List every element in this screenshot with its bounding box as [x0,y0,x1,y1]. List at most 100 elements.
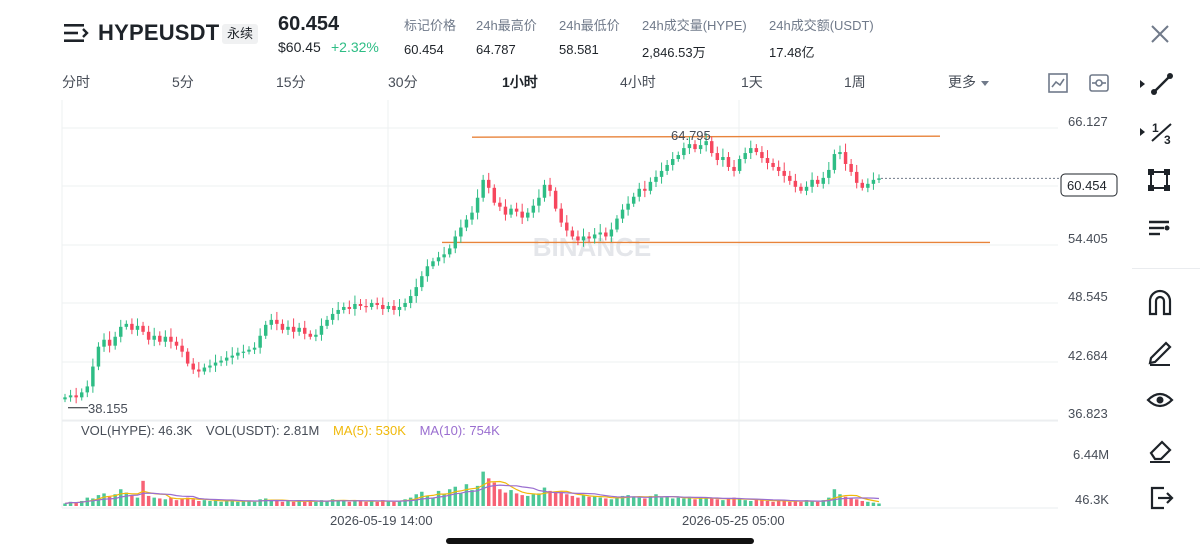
tab-more[interactable]: 更多 [948,72,989,92]
pencil-icon[interactable] [1140,333,1180,369]
candle-body [464,219,469,228]
volume-bar [74,502,78,506]
candle-body [509,208,513,215]
candle-body [252,347,257,350]
candle-body [760,152,764,159]
shape-icon[interactable] [1140,162,1180,198]
candle-body [280,323,285,330]
candle-body [503,206,508,215]
candle-body [208,365,212,368]
candle-body [152,335,156,340]
price-tick: 36.823 [1068,406,1108,421]
volume-bar [860,500,865,506]
volume-bar [620,495,625,506]
candle-body [481,179,485,198]
symbol-name[interactable]: HYPEUSDT [98,20,220,45]
stat-label: 24h最高价 [476,18,537,33]
volume-bar [804,500,809,506]
volume-indicator-legend[interactable]: VOL(HYPE): 46.3K VOL(USDT): 2.81M MA(5):… [81,423,510,438]
tab-1d[interactable]: 1天 [741,74,763,90]
candle-body [486,179,491,188]
volume-bar [369,500,374,506]
candle-body [247,349,251,352]
tab-5m[interactable]: 5分 [172,74,194,90]
volume-bar [531,494,536,506]
candle-body [548,184,552,191]
candle-body [163,336,168,342]
candle-body [659,170,664,177]
home-indicator [446,538,754,544]
tab-30m[interactable]: 30分 [388,74,418,90]
candle-body [420,276,424,288]
volume-bar [604,498,608,506]
volume-bar [425,495,430,506]
volume-bar [726,498,731,506]
candle-body [592,234,597,239]
time-axis-label: 2026-05-25 05:00 [682,513,785,528]
eraser-icon[interactable] [1140,431,1180,467]
candle-body [637,188,641,197]
tab-1h[interactable]: 1小时 [502,74,538,90]
candle-body [849,163,853,172]
candle-body [520,211,524,218]
candle-body [682,148,686,156]
volume-bar [475,485,480,506]
volume-bar [687,496,692,506]
volume-bar [403,499,407,506]
magnet-icon[interactable] [1140,284,1180,320]
volume-bar [208,500,212,506]
menu-icon[interactable] [64,22,90,44]
volume-bar [871,502,876,506]
volume-bar [626,495,630,506]
candle-body [693,144,697,150]
candle-body [319,325,324,335]
candle-body [263,324,268,336]
vol-base-legend: VOL(HYPE): 46.3K [81,423,193,438]
volume-bar [408,497,413,506]
indicator-settings-icon[interactable] [1088,72,1110,94]
volume-bar [275,500,279,506]
tab-15m[interactable]: 15分 [276,74,306,90]
tab-1w[interactable]: 1周 [844,74,866,90]
volume-bar [793,500,798,506]
tab-4h[interactable]: 4小时 [620,74,656,90]
candle-body [754,148,759,153]
text-tool-icon[interactable] [1140,210,1180,246]
volume-bar [68,501,73,506]
volume-bar [553,492,558,506]
volume-bar [442,494,446,506]
volume-bar [325,500,329,506]
candle-body [877,178,881,180]
candle-body [297,327,301,332]
volume-bar [464,484,469,506]
candle-body [732,166,736,171]
candle-body [397,306,402,310]
candle-body [358,303,363,306]
volume-bar [682,498,686,506]
candle-body [648,181,653,191]
drawn-horizontal-lines[interactable] [442,135,990,244]
volume-bar [230,500,234,506]
volume-bar [169,497,173,506]
volume-bar [453,486,458,506]
volume-bar [197,500,201,506]
annotation-low: 38.155 [68,401,128,416]
exit-icon[interactable] [1140,479,1180,515]
trendline-icon[interactable] [1140,66,1180,102]
tab-line[interactable]: 分时 [62,74,90,90]
fib-icon[interactable]: 1 3 [1140,114,1180,150]
candle-body [224,357,229,361]
watermark: BINANCE [533,232,651,262]
chart-settings-icon[interactable] [1047,72,1069,94]
kline-chart[interactable]: BINANCE 64.795 38.155 66.127 60.454 54.4… [0,100,1125,530]
eye-icon[interactable] [1140,382,1180,418]
candle-body [85,386,90,393]
volume-bar [799,501,803,506]
volume-bar [124,492,129,506]
candle-body [347,306,352,309]
volume-bar [241,500,246,506]
candle-body [241,351,246,353]
candle-body [236,352,240,356]
close-icon[interactable] [1150,24,1170,44]
candle-body [119,326,123,337]
